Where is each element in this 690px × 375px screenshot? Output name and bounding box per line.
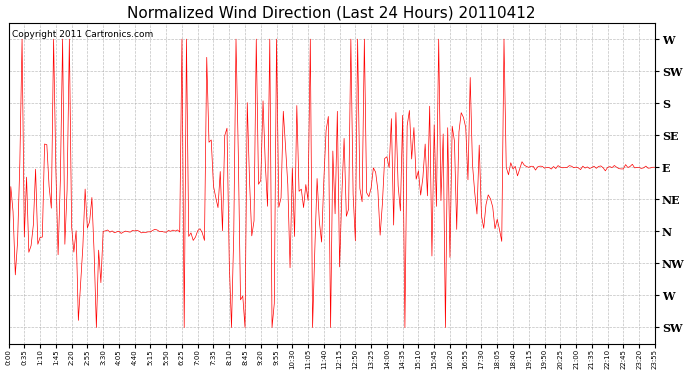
Text: Copyright 2011 Cartronics.com: Copyright 2011 Cartronics.com: [12, 30, 153, 39]
Title: Normalized Wind Direction (Last 24 Hours) 20110412: Normalized Wind Direction (Last 24 Hours…: [128, 6, 536, 21]
